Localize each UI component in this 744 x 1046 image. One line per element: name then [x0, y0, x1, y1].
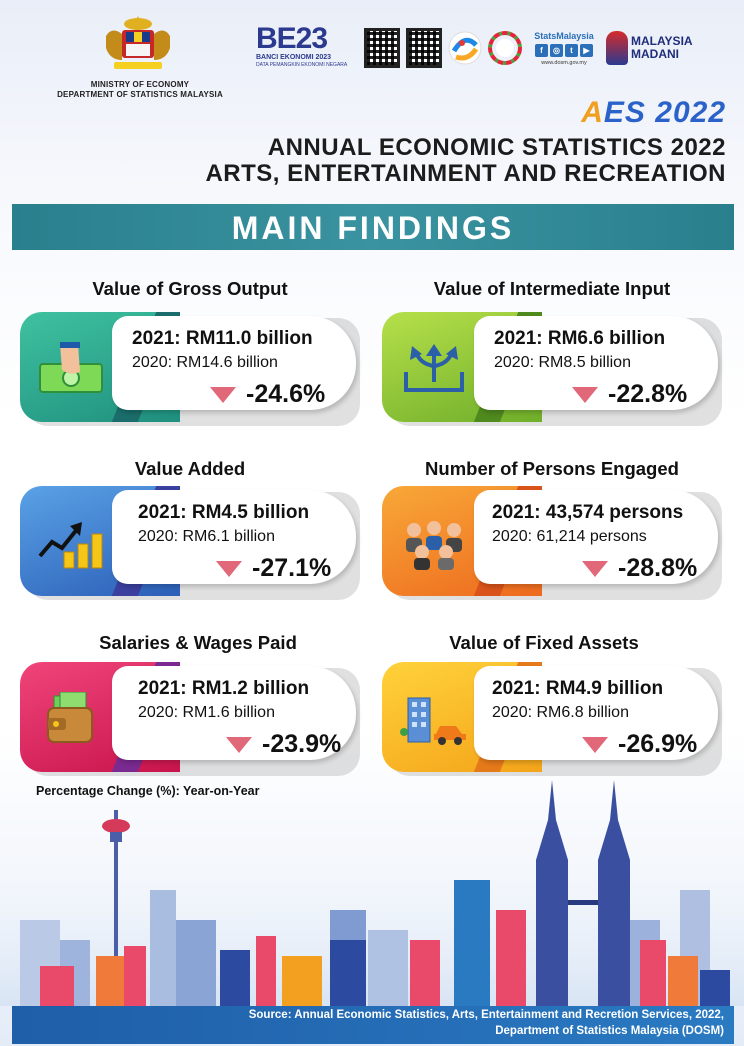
fixed-assets-2021: 2021: RM4.9 billion [492, 678, 664, 699]
value-added-card: 2021: RM4.5 billion 2020: RM6.1 billion … [20, 486, 360, 600]
intermediate-input-values: 2021: RM6.6 billion 2020: RM8.5 billion … [474, 316, 718, 410]
source-footer: Source: Annual Economic Statistics, Arts… [12, 1006, 734, 1044]
social-icons: f ◎ t ▶ [528, 43, 600, 57]
persons-engaged-change: -28.8% [582, 554, 697, 583]
page-title-line2: ARTS, ENTERTAINMENT AND RECREATION [205, 160, 726, 187]
source-line1: Source: Annual Economic Statistics, Arts… [248, 1009, 724, 1021]
persons-engaged-card: 2021: 43,574 persons 2020: 61,214 person… [382, 486, 722, 600]
gross-output-change: -24.6% [210, 380, 325, 409]
intermediate-input-pct: -22.8% [608, 380, 688, 408]
input-arrows-icon [404, 344, 464, 392]
source-line2: Department of Statistics Malaysia (DOSM) [495, 1025, 724, 1037]
value-added-values: 2021: RM4.5 billion 2020: RM6.1 billion … [112, 490, 356, 584]
money-hand-icon [39, 342, 103, 393]
facebook-icon: f [535, 43, 548, 57]
kuala-lumpur-skyline-illustration [0, 780, 744, 1006]
gross-output-2021: 2021: RM11.0 billion [132, 328, 313, 349]
census-mascot-logo [448, 31, 482, 65]
banci-ekonomi-logo: BE23 BANCI EKONOMI 2023 DATA PEMANGKIN E… [256, 22, 348, 69]
down-arrow-icon [582, 736, 608, 753]
partner-logos: BE23 BANCI EKONOMI 2023 DATA PEMANGKIN E… [256, 22, 693, 74]
growth-coins-icon [38, 522, 103, 569]
aes-2022-logo: AES 2022 [581, 96, 726, 129]
ministry-text: MINISTRY OF ECONOMY DEPARTMENT OF STATIS… [30, 80, 250, 100]
fixed-assets-values: 2021: RM4.9 billion 2020: RM6.8 billion … [474, 666, 718, 760]
gross-output-2020: 2020: RM14.6 billion [132, 354, 278, 371]
value-added-change: -27.1% [216, 554, 331, 583]
qr-code-icon [364, 28, 400, 68]
page-title-line1: ANNUAL ECONOMIC STATISTICS 2022 [267, 134, 726, 161]
intermediate-input-card: 2021: RM6.6 billion 2020: RM8.5 billion … [382, 312, 722, 426]
down-arrow-icon [582, 560, 608, 577]
madani-mark-icon [606, 31, 628, 65]
value-added-pct: -27.1% [252, 554, 332, 582]
building-car-icon [400, 697, 466, 745]
down-arrow-icon [572, 386, 598, 403]
wallet-icon [47, 692, 93, 743]
gross-output-pct: -24.6% [246, 380, 326, 408]
fixed-assets-2020: 2020: RM6.8 billion [492, 704, 629, 721]
salaries-wages-title: Salaries & Wages Paid [99, 632, 297, 653]
coat-of-arms-logo [106, 16, 170, 69]
banner-title: MAIN FINDINGS [231, 210, 515, 246]
value-added-title: Value Added [134, 458, 246, 479]
youtube-icon: ▶ [580, 43, 593, 57]
persons-engaged-title: Number of Persons Engaged [425, 458, 679, 479]
fixed-assets-pct: -26.9% [618, 730, 698, 758]
persons-engaged-values: 2021: 43,574 persons 2020: 61,214 person… [474, 490, 718, 584]
statsmalaysia-logo: StatsMalaysia f ◎ t ▶ www.dosm.gov.my [528, 31, 600, 66]
down-arrow-icon [226, 736, 252, 753]
gross-output-values: 2021: RM11.0 billion 2020: RM14.6 billio… [112, 316, 356, 410]
instagram-icon: ◎ [550, 43, 563, 57]
fixed-assets-change: -26.9% [582, 730, 697, 759]
ministry-line1: MINISTRY OF ECONOMY [90, 80, 190, 89]
value-added-2020: 2020: RM6.1 billion [138, 528, 275, 545]
salaries-wages-2021: 2021: RM1.2 billion [138, 678, 310, 699]
gross-output-card: 2021: RM11.0 billion 2020: RM14.6 billio… [20, 312, 360, 426]
sdg-wheel-icon [488, 31, 522, 65]
main-findings-banner: MAIN FINDINGS [12, 204, 734, 250]
salaries-wages-2020: 2020: RM1.6 billion [138, 704, 275, 721]
salaries-wages-pct: -23.9% [262, 730, 342, 758]
fixed-assets-card: 2021: RM4.9 billion 2020: RM6.8 billion … [382, 662, 722, 776]
people-group-icon [406, 521, 462, 570]
qr-code-icon [406, 28, 442, 68]
value-added-2021: 2021: RM4.5 billion [138, 502, 310, 523]
percentage-change-note: Percentage Change (%): Year-on-Year [36, 784, 260, 798]
down-arrow-icon [216, 560, 242, 577]
intermediate-input-title: Value of Intermediate Input [433, 278, 671, 299]
persons-engaged-pct: -28.8% [618, 554, 698, 582]
salaries-wages-change: -23.9% [226, 730, 341, 759]
down-arrow-icon [210, 386, 236, 403]
persons-engaged-2020: 2020: 61,214 persons [492, 528, 647, 545]
twitter-icon: t [565, 43, 578, 57]
salaries-wages-card: 2021: RM1.2 billion 2020: RM1.6 billion … [20, 662, 360, 776]
intermediate-input-2020: 2020: RM8.5 billion [494, 354, 631, 371]
malaysia-madani-logo: MALAYSIA MADANI [606, 31, 693, 65]
intermediate-input-2021: 2021: RM6.6 billion [494, 328, 666, 349]
fixed-assets-title: Value of Fixed Assets [449, 632, 639, 653]
gross-output-title: Value of Gross Output [92, 278, 288, 299]
salaries-wages-values: 2021: RM1.2 billion 2020: RM1.6 billion … [112, 666, 356, 760]
intermediate-input-change: -22.8% [572, 380, 687, 409]
ministry-line2: DEPARTMENT OF STATISTICS MALAYSIA [57, 90, 223, 99]
persons-engaged-2021: 2021: 43,574 persons [492, 502, 684, 523]
